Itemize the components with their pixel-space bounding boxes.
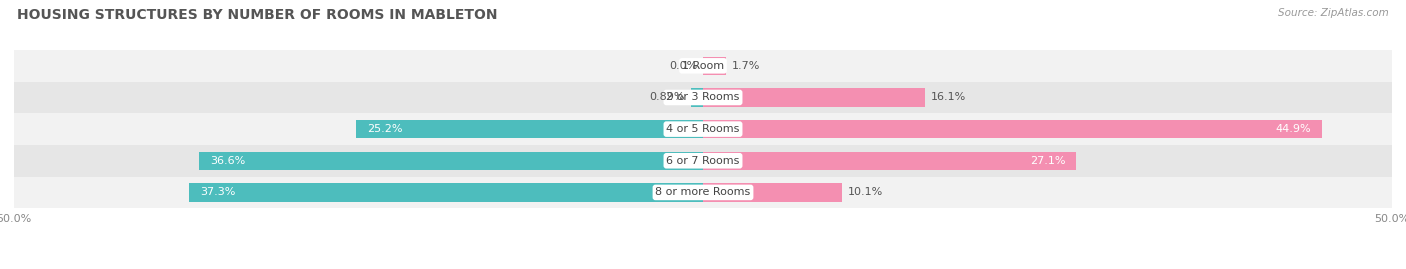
Bar: [14, 82, 1392, 113]
Bar: [14, 176, 1392, 208]
Bar: [14, 145, 1392, 176]
Bar: [188, 183, 703, 201]
Text: HOUSING STRUCTURES BY NUMBER OF ROOMS IN MABLETON: HOUSING STRUCTURES BY NUMBER OF ROOMS IN…: [17, 8, 498, 22]
Bar: [356, 120, 703, 138]
Text: 1.7%: 1.7%: [733, 61, 761, 71]
Bar: [703, 57, 727, 75]
Text: 36.6%: 36.6%: [209, 156, 245, 166]
Text: 0.89%: 0.89%: [650, 93, 685, 102]
Text: 4 or 5 Rooms: 4 or 5 Rooms: [666, 124, 740, 134]
Text: 0.0%: 0.0%: [669, 61, 697, 71]
Bar: [198, 152, 703, 170]
Text: 6 or 7 Rooms: 6 or 7 Rooms: [666, 156, 740, 166]
Text: 27.1%: 27.1%: [1029, 156, 1066, 166]
Text: 25.2%: 25.2%: [367, 124, 402, 134]
Bar: [14, 50, 1392, 82]
Bar: [14, 113, 1392, 145]
Text: 1 Room: 1 Room: [682, 61, 724, 71]
Text: 16.1%: 16.1%: [931, 93, 966, 102]
Bar: [703, 152, 1077, 170]
Bar: [703, 88, 925, 107]
Text: 37.3%: 37.3%: [200, 187, 235, 197]
Text: 10.1%: 10.1%: [848, 187, 883, 197]
Text: Source: ZipAtlas.com: Source: ZipAtlas.com: [1278, 8, 1389, 18]
Bar: [703, 183, 842, 201]
Bar: [703, 120, 1322, 138]
Bar: [690, 88, 703, 107]
Text: 2 or 3 Rooms: 2 or 3 Rooms: [666, 93, 740, 102]
Text: 8 or more Rooms: 8 or more Rooms: [655, 187, 751, 197]
Text: 44.9%: 44.9%: [1275, 124, 1310, 134]
